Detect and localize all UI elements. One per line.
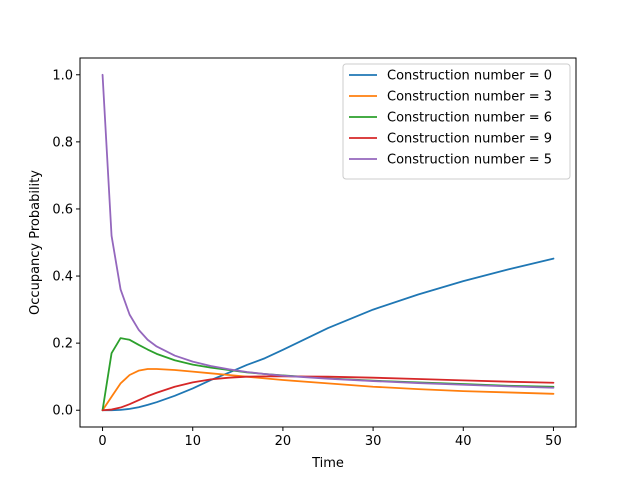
y-axis-label: Occupancy Probability — [28, 170, 43, 315]
plot-lines — [101, 73, 555, 412]
legend-label: Construction number = 5 — [387, 153, 552, 168]
series-line-3 — [101, 375, 555, 412]
x-tick-label: 30 — [365, 434, 382, 449]
series-line-2 — [101, 337, 555, 412]
x-tick-label: 0 — [98, 434, 106, 449]
y-tick-label: 0.8 — [52, 135, 73, 150]
x-tick-label: 20 — [275, 434, 292, 449]
x-tick-label: 10 — [184, 434, 201, 449]
y-tick-label: 0.6 — [52, 202, 73, 217]
legend-label: Construction number = 3 — [387, 90, 552, 105]
y-tick-label: 0.4 — [52, 270, 73, 285]
legend: Construction number = 0 Construction numb… — [342, 63, 571, 180]
x-tick-label: 40 — [455, 434, 472, 449]
series-line-0 — [101, 257, 555, 412]
legend-box — [342, 63, 571, 180]
series-line-4 — [101, 73, 555, 389]
plot-frame — [79, 57, 577, 428]
series-line-1 — [101, 368, 555, 412]
x-tick-label: 50 — [545, 434, 562, 449]
x-axis-label: Time — [311, 456, 344, 471]
legend-label: Construction number = 0 — [387, 69, 552, 84]
legend-label: Construction number = 9 — [387, 132, 552, 147]
y-tick-label: 1.0 — [52, 68, 73, 83]
y-tick-label: 0.0 — [52, 404, 73, 419]
y-axis-ticks: 0.0 0.2 0.4 0.6 0.8 1.0 — [52, 68, 80, 419]
y-tick-label: 0.2 — [52, 337, 73, 352]
legend-label: Construction number = 6 — [387, 111, 552, 126]
x-axis-ticks: 0 10 20 30 40 50 — [98, 427, 562, 449]
